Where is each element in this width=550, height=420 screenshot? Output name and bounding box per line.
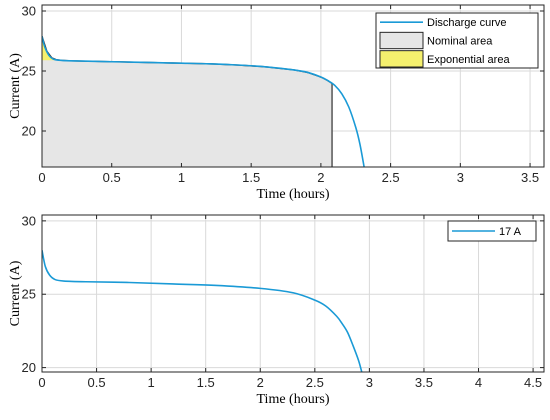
discharge-chart-legend-label-nominal-area: Nominal area — [427, 36, 493, 48]
current-17a-chart-x-tick-label: 3.5 — [415, 375, 433, 390]
current-17a-chart-ticks: 0 0.5 1 1.5 2 2.5 3 3.5 4 4.5 20 25 30 — [22, 213, 544, 390]
discharge-chart-x-tick-label: 0.5 — [103, 170, 121, 185]
discharge-chart-legend-swatch-nominal-area — [379, 31, 424, 50]
discharge-chart-series — [42, 36, 365, 167]
current-17a-chart-x-axis-title: Time (hours) — [257, 392, 330, 407]
current-17a-chart-x-tick-label: 0 — [38, 375, 45, 390]
current-17a-chart-y-axis-title: Current (A) — [8, 260, 23, 326]
discharge-chart-x-axis-title: Time (hours) — [257, 187, 330, 202]
current-17a-chart-x-tick-label: 3 — [366, 375, 373, 390]
current-17a-chart-x-tick-label: 0.5 — [88, 375, 106, 390]
current-17a-chart-x-tick-label: 4 — [475, 375, 482, 390]
discharge-chart-ticks: 0 0.5 1 1.5 2 2.5 3 3.5 20 25 30 — [22, 4, 544, 185]
current-17a-chart-series-line — [42, 250, 363, 372]
discharge-chart-x-tick-label: 2.5 — [382, 170, 400, 185]
current-17a-chart-x-tick-label: 1 — [148, 375, 155, 390]
discharge-chart-x-tick-label: 0 — [38, 170, 45, 185]
discharge-chart-x-tick-label: 3.5 — [521, 170, 539, 185]
discharge-chart-series-line — [42, 36, 365, 167]
discharge-chart-x-tick-label: 3 — [457, 170, 464, 185]
discharge-chart-legend-label-discharge-curve: Discharge curve — [427, 17, 506, 29]
discharge-chart-y-tick-label: 20 — [22, 124, 36, 139]
current-17a-chart-legend-label-17-a: 17 A — [499, 226, 522, 238]
discharge-chart-x-tick-label: 2 — [317, 170, 324, 185]
current-17a-chart-axes-box — [41, 214, 545, 373]
current-17a-chart-x-tick-label: 1.5 — [197, 375, 215, 390]
discharge-chart-x-tick-label: 1.5 — [242, 170, 260, 185]
discharge-chart-exponential-area — [42, 36, 59, 61]
discharge-chart-y-axis-title: Current (A) — [8, 53, 23, 119]
discharge-chart-x-tick-label: 1 — [178, 170, 185, 185]
discharge-chart-legend-swatch-exponential-area — [379, 50, 424, 68]
discharge-chart-axes-box — [41, 4, 545, 168]
discharge-chart-nominal-area — [42, 36, 333, 167]
current-17a-chart-x-tick-label: 4.5 — [524, 375, 542, 390]
current-17a-chart-y-tick-label: 20 — [22, 360, 36, 375]
current-17a-chart-series — [42, 250, 363, 372]
current-17a-chart-legend: 17 A — [447, 220, 537, 242]
current-17a-chart-y-tick-label: 25 — [22, 287, 36, 302]
current-17a-chart-y-tick-label: 30 — [22, 213, 36, 228]
discharge-chart-y-tick-label: 25 — [22, 64, 36, 79]
current-17a-chart-x-tick-label: 2.5 — [306, 375, 324, 390]
discharge-chart-legend: Discharge curve Nominal area Exponential a… — [375, 12, 539, 69]
discharge-chart-legend-label-exponential-area: Exponential area — [427, 54, 510, 66]
discharge-chart: 0 0.5 1 1.5 2 2.5 3 3.5 20 25 30 Time (hours) Curr… — [8, 4, 545, 202]
discharge-chart-y-tick-label: 30 — [22, 4, 36, 19]
current-17a-chart-x-tick-label: 2 — [257, 375, 264, 390]
